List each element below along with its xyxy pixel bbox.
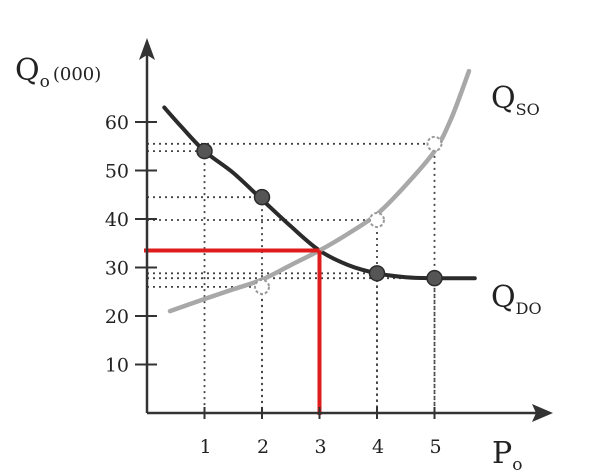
demand-point — [426, 269, 443, 287]
y-tick-label: 10 — [105, 355, 129, 377]
x-tick-label: 3 — [314, 436, 326, 458]
x-tick-label: 2 — [257, 436, 269, 458]
supply-series-label: QSO — [491, 81, 540, 119]
dotted-guide-lines — [147, 142, 436, 413]
demand-point — [196, 142, 213, 160]
demand-point — [368, 265, 386, 282]
y-tick-label: 30 — [105, 258, 129, 280]
y-tick-label: 60 — [105, 112, 129, 134]
x-axis-arrow — [532, 404, 553, 422]
x-axis-title: Po — [492, 436, 522, 473]
supply-point — [426, 135, 443, 152]
demand-point — [253, 188, 271, 206]
data-points — [196, 135, 443, 295]
supply-point — [254, 278, 270, 295]
y-tick-label: 40 — [105, 209, 129, 231]
equilibrium-lines — [144, 248, 322, 415]
demand-series-label: QDO — [491, 280, 542, 318]
x-tick-label: 5 — [429, 436, 441, 458]
y-axis-arrow — [139, 38, 155, 60]
x-tick-label: 4 — [372, 436, 384, 458]
x-tick-label: 1 — [199, 436, 211, 458]
y-axis-title: Qo (000) — [15, 53, 101, 92]
supply-point — [369, 211, 385, 228]
y-tick-label: 20 — [105, 306, 129, 328]
axes — [135, 38, 553, 422]
y-tick-label: 50 — [105, 161, 129, 183]
